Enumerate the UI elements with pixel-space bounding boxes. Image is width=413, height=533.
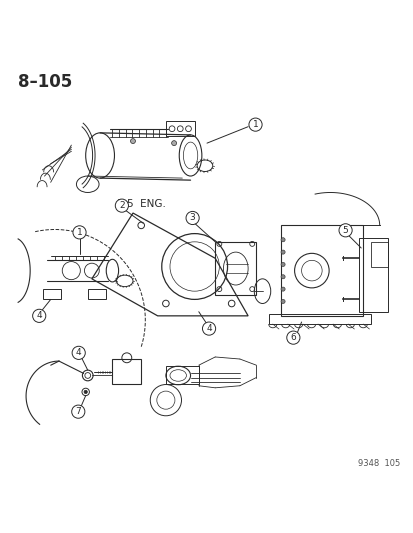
Circle shape <box>280 274 285 279</box>
Text: 6: 6 <box>290 333 296 342</box>
Circle shape <box>72 346 85 359</box>
Text: 9348  105: 9348 105 <box>357 459 399 468</box>
Circle shape <box>71 405 85 418</box>
Text: 4: 4 <box>76 349 81 357</box>
Text: 1: 1 <box>252 120 258 129</box>
Text: 3: 3 <box>189 214 195 222</box>
Text: 1: 1 <box>76 228 82 237</box>
Bar <box>88 289 106 300</box>
Text: 4: 4 <box>36 311 42 320</box>
Circle shape <box>84 390 87 393</box>
Bar <box>280 225 362 316</box>
Circle shape <box>171 141 176 146</box>
Text: 8–105: 8–105 <box>18 73 72 91</box>
Bar <box>166 122 194 136</box>
Text: 7: 7 <box>75 407 81 416</box>
Circle shape <box>286 331 299 344</box>
Bar <box>268 314 370 324</box>
Text: 3.5  ENG.: 3.5 ENG. <box>116 199 165 208</box>
Bar <box>358 238 387 312</box>
Circle shape <box>280 262 285 266</box>
Text: 5: 5 <box>342 226 348 235</box>
Circle shape <box>280 250 285 254</box>
Bar <box>166 366 198 384</box>
Bar <box>112 359 141 384</box>
Circle shape <box>202 322 215 335</box>
Circle shape <box>248 118 261 131</box>
Circle shape <box>280 287 285 291</box>
Circle shape <box>73 226 86 239</box>
Bar <box>215 242 256 295</box>
Bar <box>43 289 61 300</box>
Circle shape <box>185 212 199 224</box>
Circle shape <box>130 139 135 143</box>
Bar <box>370 242 387 266</box>
Text: 4: 4 <box>206 324 211 333</box>
Circle shape <box>338 224 351 237</box>
Circle shape <box>280 300 285 303</box>
Circle shape <box>280 238 285 242</box>
Circle shape <box>115 199 128 212</box>
Circle shape <box>33 309 46 322</box>
Text: 2: 2 <box>119 201 124 210</box>
